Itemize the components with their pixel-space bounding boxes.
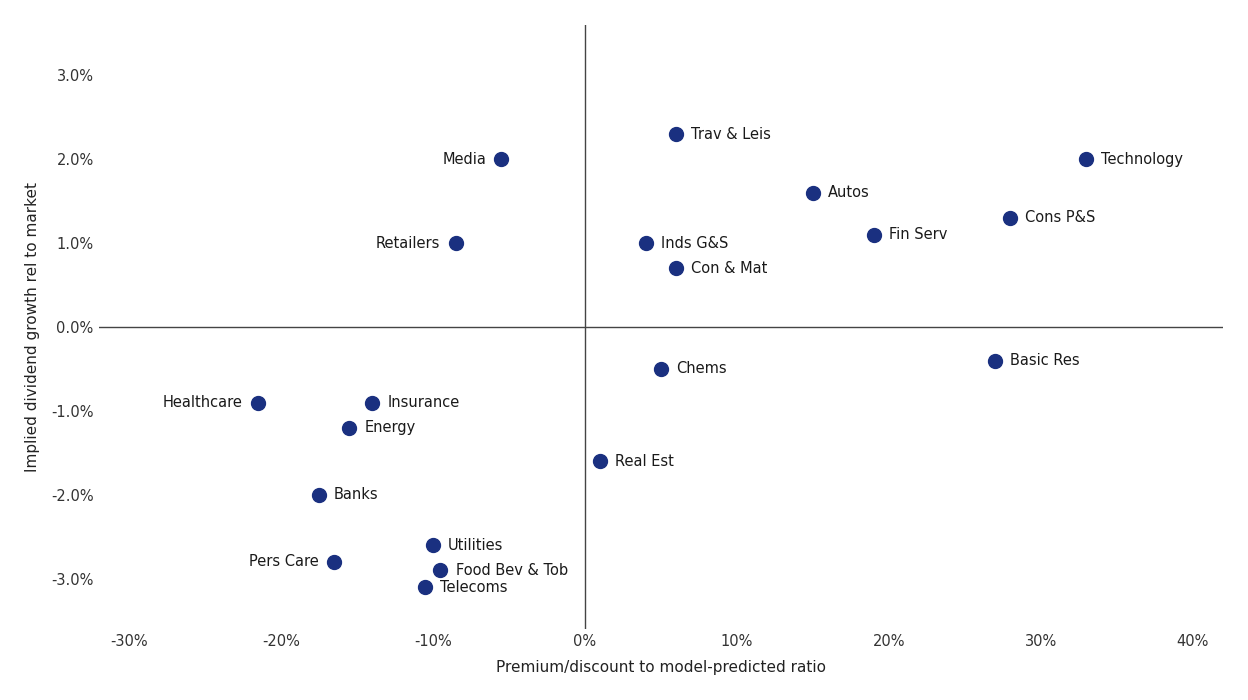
Point	[666, 262, 686, 274]
Point	[248, 397, 268, 408]
Point	[362, 397, 382, 408]
Point	[446, 237, 466, 248]
Point	[431, 565, 451, 576]
Text: Banks: Banks	[334, 487, 378, 503]
Text: Food Bev & Tob: Food Bev & Tob	[456, 563, 568, 578]
Point	[864, 229, 884, 240]
Text: Utilities: Utilities	[448, 538, 503, 552]
Text: Cons P&S: Cons P&S	[1026, 211, 1096, 225]
Text: Con & Mat: Con & Mat	[691, 261, 768, 276]
Text: Real Est: Real Est	[615, 454, 674, 469]
Text: Chems: Chems	[676, 361, 726, 377]
Point	[985, 355, 1005, 366]
Point	[310, 489, 329, 500]
Text: Retailers: Retailers	[376, 236, 441, 251]
Text: Media: Media	[442, 152, 485, 167]
Point	[339, 422, 359, 433]
Point	[423, 540, 443, 551]
Text: Healthcare: Healthcare	[163, 395, 243, 410]
Point	[650, 363, 670, 374]
Text: Insurance: Insurance	[387, 395, 459, 410]
Point	[416, 582, 436, 593]
Y-axis label: Implied dividend growth rel to market: Implied dividend growth rel to market	[25, 182, 40, 472]
Point	[1001, 212, 1021, 223]
Text: Pers Care: Pers Care	[250, 554, 319, 569]
Text: Technology: Technology	[1102, 152, 1183, 167]
Text: Telecoms: Telecoms	[441, 580, 508, 594]
Text: Autos: Autos	[827, 186, 870, 200]
X-axis label: Premium/discount to model-predicted ratio: Premium/discount to model-predicted rati…	[495, 660, 826, 675]
Text: Fin Serv: Fin Serv	[889, 228, 947, 242]
Point	[635, 237, 655, 248]
Point	[324, 556, 344, 568]
Point	[492, 153, 512, 164]
Text: Energy: Energy	[364, 420, 416, 435]
Text: Basic Res: Basic Res	[1011, 353, 1080, 368]
Point	[666, 129, 686, 140]
Point	[1076, 153, 1096, 164]
Point	[802, 187, 822, 198]
Text: Inds G&S: Inds G&S	[660, 236, 728, 251]
Text: Trav & Leis: Trav & Leis	[691, 127, 771, 141]
Point	[590, 456, 610, 467]
